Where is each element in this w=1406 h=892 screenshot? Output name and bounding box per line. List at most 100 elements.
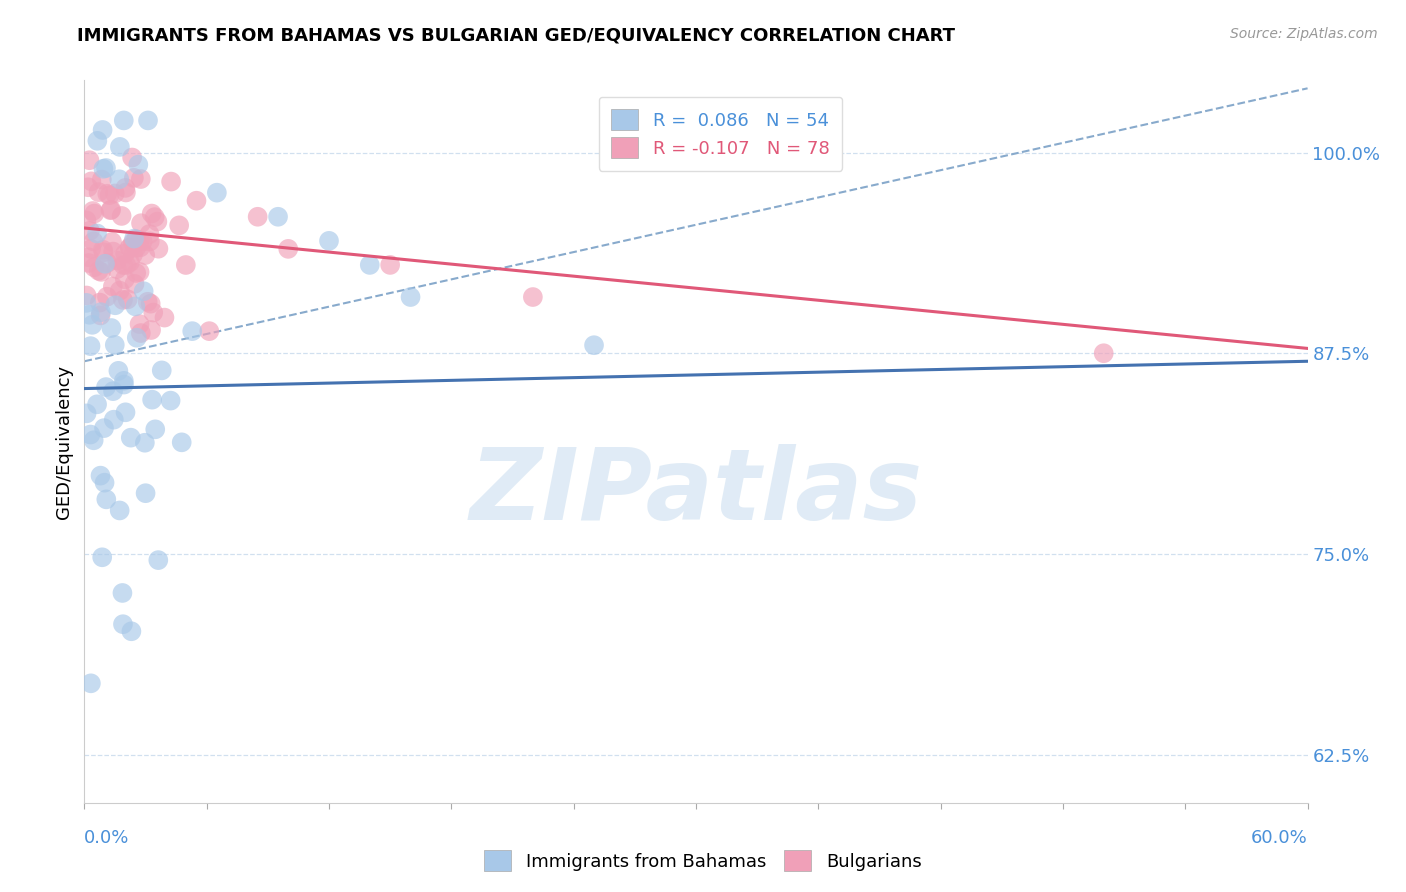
Point	[111, 293, 134, 307]
Point	[167, 219, 190, 233]
Point	[75, 213, 97, 227]
Point	[75, 296, 97, 310]
Point	[170, 435, 193, 450]
Point	[122, 235, 145, 250]
Point	[118, 240, 141, 254]
Point	[141, 206, 163, 220]
Point	[122, 248, 145, 262]
Point	[112, 374, 135, 388]
Point	[148, 553, 170, 567]
Point	[125, 232, 148, 246]
Point	[104, 298, 127, 312]
Point	[246, 210, 269, 224]
Point	[94, 380, 117, 394]
Point	[79, 224, 101, 238]
Point	[267, 210, 290, 224]
Point	[132, 235, 155, 249]
Point	[121, 151, 143, 165]
Point	[139, 235, 162, 249]
Point	[80, 676, 103, 690]
Point	[114, 272, 136, 286]
Point	[134, 435, 156, 450]
Point	[103, 412, 125, 426]
Point	[79, 339, 101, 353]
Point	[111, 586, 134, 600]
Point	[101, 244, 124, 259]
Point	[87, 185, 110, 199]
Point	[132, 284, 155, 298]
Point	[124, 299, 146, 313]
Point	[1092, 346, 1115, 360]
Point	[129, 172, 152, 186]
Point	[159, 393, 181, 408]
Point	[174, 258, 197, 272]
Point	[101, 235, 124, 249]
Point	[198, 324, 221, 338]
Point	[150, 363, 173, 377]
Point	[90, 305, 112, 319]
Point	[100, 203, 122, 218]
Point	[96, 256, 118, 270]
Point	[143, 210, 166, 224]
Text: ZIPatlas: ZIPatlas	[470, 443, 922, 541]
Point	[93, 421, 115, 435]
Text: IMMIGRANTS FROM BAHAMAS VS BULGARIAN GED/EQUIVALENCY CORRELATION CHART: IMMIGRANTS FROM BAHAMAS VS BULGARIAN GED…	[77, 27, 955, 45]
Point	[96, 186, 118, 201]
Point	[136, 113, 159, 128]
Point	[122, 231, 145, 245]
Point	[79, 308, 101, 322]
Point	[129, 216, 152, 230]
Point	[129, 240, 152, 254]
Point	[124, 277, 146, 291]
Point	[91, 123, 114, 137]
Point	[143, 422, 166, 436]
Point	[380, 258, 402, 272]
Point	[186, 194, 208, 208]
Point	[108, 284, 131, 298]
Point	[522, 290, 544, 304]
Point	[118, 255, 141, 269]
Point	[104, 186, 127, 201]
Point	[399, 290, 422, 304]
Point	[101, 384, 124, 399]
Point	[83, 434, 105, 448]
Point	[138, 227, 160, 241]
Point	[77, 250, 100, 264]
Point	[128, 265, 150, 279]
Point	[146, 214, 169, 228]
Point	[82, 318, 104, 332]
Point	[96, 290, 118, 304]
Point	[112, 258, 135, 272]
Point	[98, 188, 121, 202]
Point	[129, 326, 152, 340]
Point	[83, 206, 105, 220]
Point	[89, 295, 111, 310]
Point	[110, 209, 132, 223]
Point	[80, 174, 103, 188]
Point	[359, 258, 381, 272]
Point	[86, 134, 108, 148]
Point	[142, 305, 165, 319]
Point	[94, 257, 117, 271]
Legend: Immigrants from Bahamas, Bulgarians: Immigrants from Bahamas, Bulgarians	[477, 843, 929, 879]
Legend: R =  0.086   N = 54, R = -0.107   N = 78: R = 0.086 N = 54, R = -0.107 N = 78	[599, 96, 842, 170]
Point	[104, 338, 127, 352]
Point	[94, 161, 117, 175]
Point	[105, 262, 128, 277]
Point	[86, 227, 108, 241]
Point	[136, 294, 159, 309]
Point	[141, 392, 163, 407]
Point	[120, 431, 142, 445]
Point	[114, 405, 136, 419]
Point	[82, 204, 104, 219]
Point	[76, 288, 98, 302]
Point	[83, 235, 105, 249]
Point	[114, 181, 136, 195]
Point	[101, 279, 124, 293]
Point	[90, 309, 112, 323]
Point	[139, 323, 162, 337]
Text: Source: ZipAtlas.com: Source: ZipAtlas.com	[1230, 27, 1378, 41]
Point	[120, 624, 142, 639]
Point	[139, 296, 162, 310]
Point	[118, 241, 141, 255]
